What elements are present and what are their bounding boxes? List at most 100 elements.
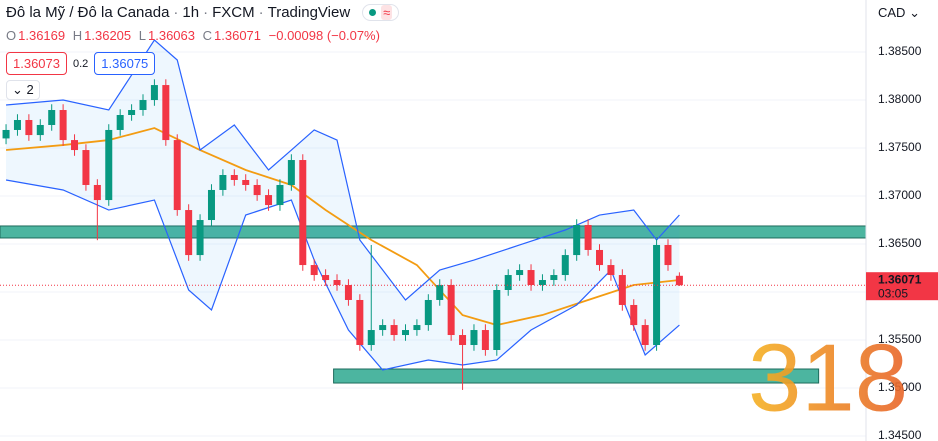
buy-button[interactable]: 1.36075 xyxy=(94,52,156,75)
y-tick-label: 1.37500 xyxy=(878,140,922,154)
candle-body xyxy=(344,285,352,300)
sell-button[interactable]: 1.36073 xyxy=(6,52,67,75)
candle-body xyxy=(390,325,398,336)
candle-body xyxy=(150,85,158,101)
badge: ≈ xyxy=(381,5,393,20)
countdown: 03:05 xyxy=(878,286,908,300)
y-tick-label: 1.38500 xyxy=(878,44,922,58)
indicator-line xyxy=(5,127,680,326)
indicator-line xyxy=(5,179,680,371)
indicator-row: ⌄ 2 xyxy=(6,80,40,100)
candle-body xyxy=(618,275,626,305)
ohlc-value: 1.36063 xyxy=(148,28,195,43)
candle-body xyxy=(116,115,124,130)
candle-body xyxy=(265,195,273,206)
candle-body xyxy=(82,150,90,185)
candle-body xyxy=(333,280,341,286)
y-tick-label: 1.36500 xyxy=(878,236,922,250)
status-badge[interactable]: ≈ xyxy=(362,4,400,21)
candle-body xyxy=(504,275,512,291)
ohlc-value: 1.36205 xyxy=(84,28,132,43)
trade-row: 1.36073 0.2 1.36075 xyxy=(6,52,156,75)
candle-body xyxy=(516,270,524,276)
candle-body xyxy=(139,100,147,111)
candle-body xyxy=(310,265,318,276)
candle-body xyxy=(561,255,569,276)
candle-body xyxy=(287,160,295,185)
y-tick-label: 1.35500 xyxy=(878,332,922,346)
platform: TradingView xyxy=(267,4,351,21)
candle-body xyxy=(573,225,581,256)
candle-body xyxy=(447,285,455,336)
y-tick-label: 1.34500 xyxy=(878,428,922,441)
ohlc-value: 1.36169 xyxy=(18,28,66,43)
candle-body xyxy=(550,275,558,281)
candle-body xyxy=(48,110,56,125)
watermark: 318 xyxy=(748,324,908,431)
candle-body xyxy=(2,129,10,139)
candle-body xyxy=(93,184,101,201)
currency-button[interactable]: CAD ⌄ xyxy=(878,5,920,20)
symbol: Đô la Mỹ / Đô la Canada xyxy=(6,4,170,21)
candle-body xyxy=(322,275,330,281)
candle-body xyxy=(401,330,409,336)
currency: CAD xyxy=(878,5,906,20)
ohlc-label: C xyxy=(202,28,213,43)
candle-body xyxy=(105,129,113,201)
ohlc-row: O 1.36169 H 1.36205 L 1.36063 C 1.36071 −0.0… xyxy=(6,28,380,43)
candle-body xyxy=(196,220,204,256)
candle-body xyxy=(367,330,375,346)
price-tag xyxy=(866,272,938,301)
candle-body xyxy=(356,299,364,346)
candle-body xyxy=(413,325,421,331)
price-tag-label: 1.36071 xyxy=(878,272,922,286)
candle-body xyxy=(630,304,638,326)
source: FXCM xyxy=(212,4,255,21)
candle-body xyxy=(13,119,21,130)
candle-body xyxy=(436,285,444,300)
ohlc-label: H xyxy=(72,28,83,43)
y-tick-label: 1.35000 xyxy=(878,380,922,394)
candle-body xyxy=(299,160,307,266)
indicator-count: 2 xyxy=(26,82,34,97)
candle-body xyxy=(276,184,284,206)
candle-body xyxy=(607,265,615,276)
candle-body xyxy=(185,210,193,256)
candle-body xyxy=(59,110,67,141)
candle-body xyxy=(219,174,227,190)
candle-body xyxy=(207,189,215,221)
candle-body xyxy=(493,290,501,350)
candle-body xyxy=(664,244,672,266)
change: −0.00098 (−0.07%) xyxy=(268,28,380,43)
candle-body xyxy=(242,179,250,185)
ohlc-label: L xyxy=(138,28,146,43)
candle-body xyxy=(379,325,387,331)
candle-body xyxy=(584,225,592,250)
candle-body xyxy=(596,249,604,266)
candle-body xyxy=(459,335,467,346)
candle-body xyxy=(527,270,535,286)
zone xyxy=(333,368,820,384)
ohlc-value: 1.36071 xyxy=(214,28,262,43)
ohlc-label: O xyxy=(6,28,17,43)
interval: 1h xyxy=(182,4,200,21)
header: Đô la Mỹ / Đô la Canada · 1h · FXCM · Tradi… xyxy=(6,4,400,21)
spread: 0.2 xyxy=(73,57,89,70)
candle-body xyxy=(481,330,489,350)
candle-body xyxy=(470,330,478,346)
candle-body xyxy=(653,244,661,346)
candle-body xyxy=(162,85,170,141)
y-tick-label: 1.38000 xyxy=(878,92,922,106)
candle-body xyxy=(675,275,683,286)
zone xyxy=(0,225,867,239)
candle-body xyxy=(230,174,238,180)
candle-body xyxy=(25,119,33,136)
candle-body xyxy=(128,110,136,116)
candle-body xyxy=(424,299,432,326)
candle-body xyxy=(538,280,546,286)
candle-body xyxy=(641,325,649,346)
indicator-toggle[interactable]: ⌄ 2 xyxy=(6,80,40,100)
